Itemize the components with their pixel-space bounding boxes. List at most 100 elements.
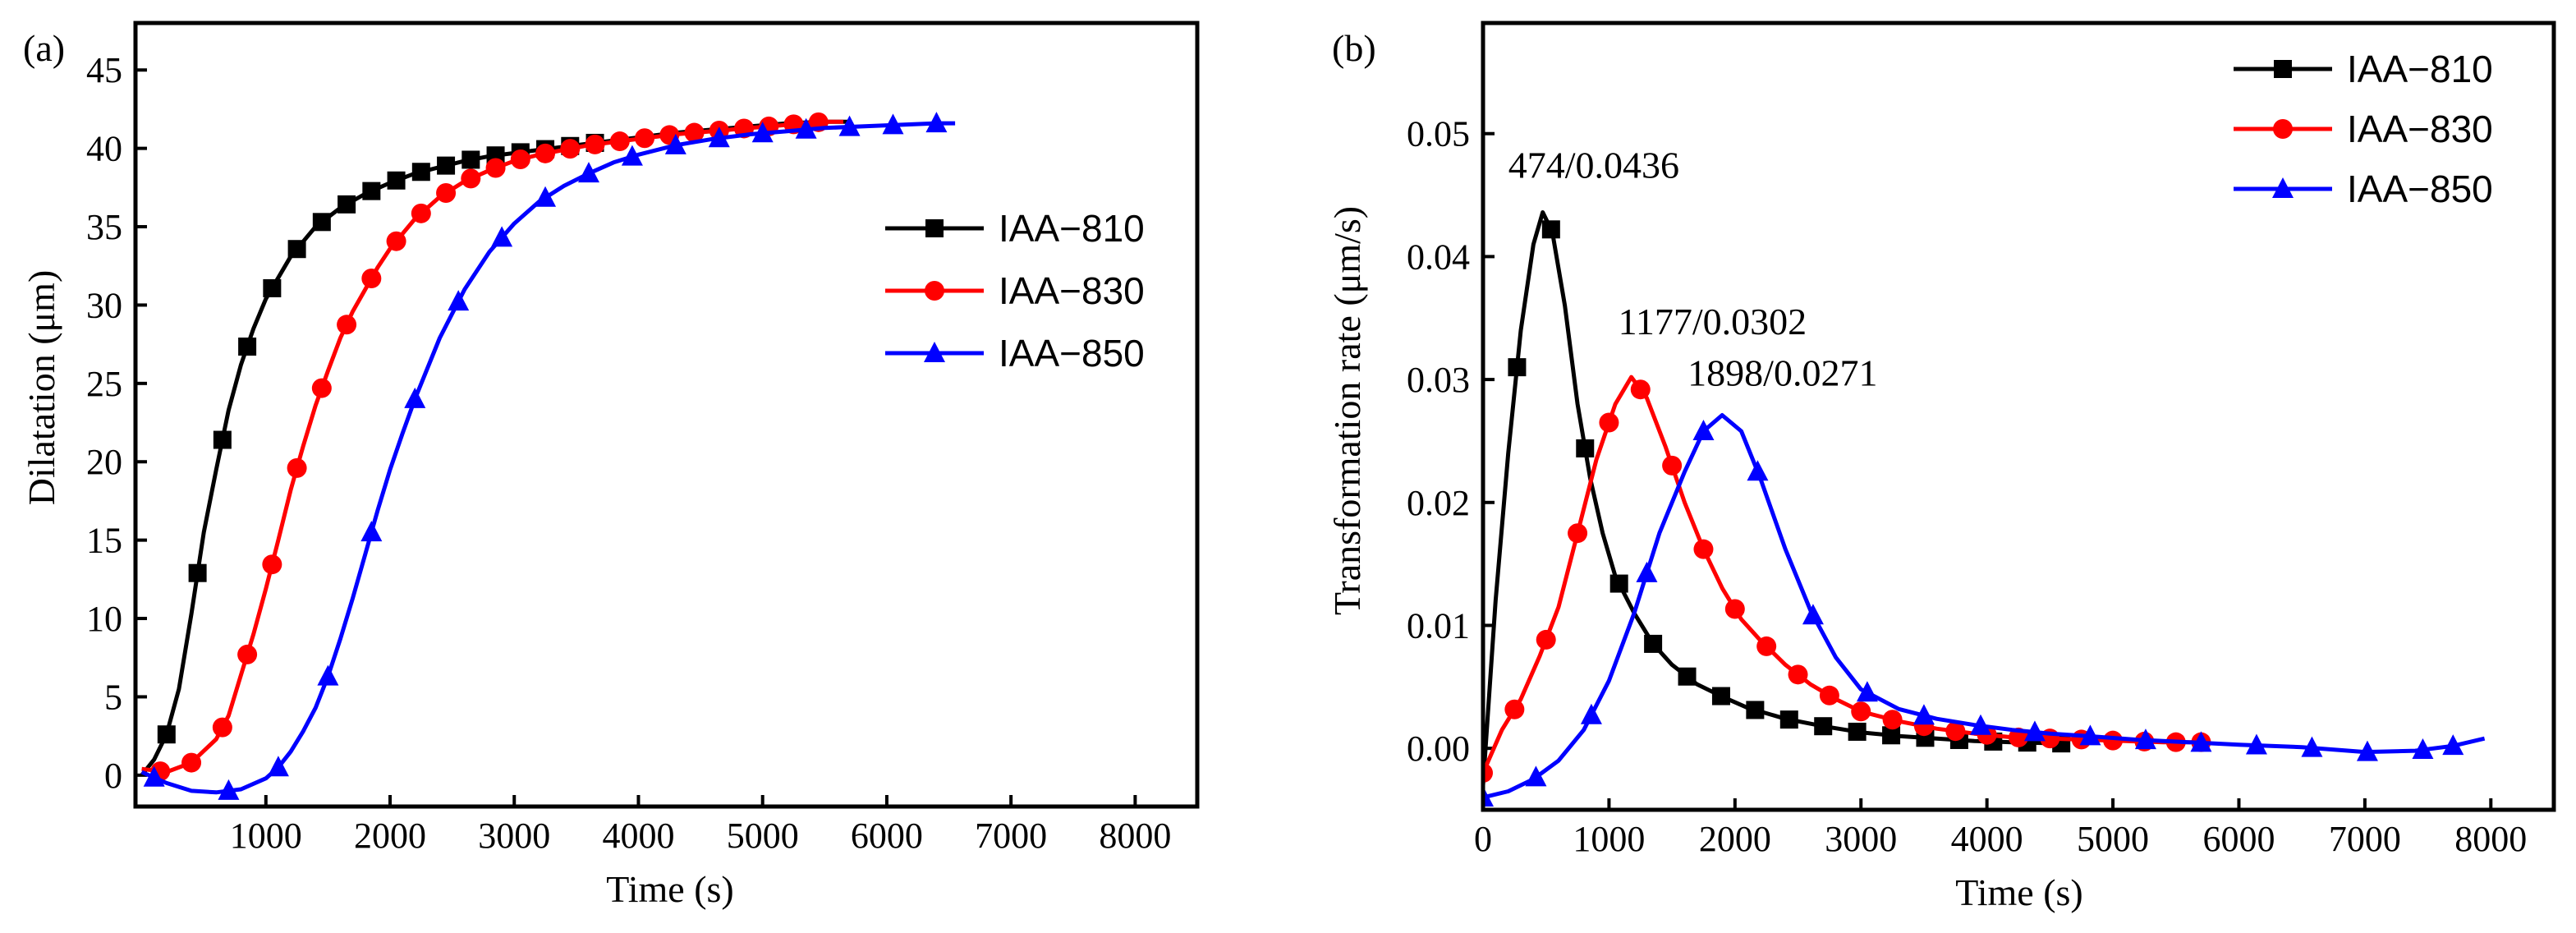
data-point-marker: [1945, 721, 1966, 742]
peak-annotation: 1177/0.0302: [1619, 301, 1807, 342]
data-point-marker: [1819, 685, 1839, 705]
data-point-marker: [360, 521, 383, 542]
data-point-marker: [1609, 574, 1628, 593]
panel-b-x-axis-title: Time (s): [1955, 871, 2083, 913]
panel-b-label: (b): [1332, 27, 1376, 69]
y-tick-label: 10: [86, 599, 122, 639]
data-point-marker: [1536, 629, 1556, 650]
legend-item: IAA−830: [2234, 108, 2493, 150]
data-point-marker: [1747, 460, 1769, 481]
legend-label: IAA−810: [999, 207, 1145, 250]
data-point-marker: [237, 644, 258, 664]
data-point-marker: [267, 756, 289, 777]
data-point-marker: [461, 168, 481, 189]
data-point-marker: [485, 158, 506, 178]
peak-annotation: 474/0.0436: [1508, 145, 1679, 186]
data-point-marker: [361, 269, 382, 289]
data-point-marker: [436, 183, 457, 204]
panel-b-legend: IAA−810 IAA−830 IAA−850: [2234, 48, 2493, 210]
panel-a-legend: IAA−810 IAA−830 IAA−850: [885, 207, 1145, 375]
data-point-marker: [262, 554, 282, 575]
x-tick-label: 2000: [354, 816, 426, 856]
data-point-marker: [181, 752, 202, 773]
data-point-marker: [491, 226, 513, 247]
data-point-marker: [317, 664, 339, 686]
data-point-marker: [1525, 765, 1547, 787]
legend-label: IAA−830: [999, 269, 1145, 312]
legend-marker: [2273, 119, 2293, 139]
y-tick-label: 0.05: [1407, 114, 1470, 154]
data-point-marker: [2245, 733, 2267, 755]
legend-marker: [924, 342, 945, 362]
data-point-marker: [882, 113, 904, 135]
legend-marker: [2272, 177, 2294, 198]
series-line: [140, 121, 956, 795]
data-point-marker: [218, 779, 240, 800]
panel-a-ticks: 1000 2000 3000 4000 5000 6000 7000 8000 0 5 10 15 20…: [86, 50, 1171, 856]
series-IAA−830: [141, 112, 843, 782]
y-tick-label: 0.01: [1407, 605, 1470, 646]
legend-marker: [925, 219, 944, 237]
x-tick-label: 8000: [2454, 819, 2527, 859]
data-point-marker: [560, 139, 581, 159]
data-point-marker: [1882, 710, 1903, 730]
legend-marker: [2274, 60, 2292, 78]
data-point-marker: [404, 387, 426, 408]
data-point-marker: [1746, 701, 1765, 719]
data-point-marker: [213, 430, 232, 449]
data-point-marker: [1856, 681, 1878, 702]
data-point-marker: [684, 122, 705, 143]
x-tick-label: 8000: [1099, 816, 1171, 856]
data-point-marker: [1814, 717, 1833, 736]
data-point-marker: [708, 126, 730, 148]
x-tick-label: 0: [1474, 819, 1492, 859]
panel-b-plot-area: [1483, 210, 2486, 807]
data-point-marker: [1483, 763, 1493, 784]
data-point-marker: [337, 315, 357, 335]
series-IAA−850: [1483, 413, 2486, 807]
data-point-marker: [311, 378, 332, 398]
series-IAA−810: [1483, 210, 2071, 786]
data-point-marker: [1644, 634, 1663, 653]
peak-annotation: 1898/0.0271: [1687, 352, 1877, 394]
x-tick-label: 7000: [975, 816, 1047, 856]
data-point-marker: [535, 186, 557, 207]
x-tick-label: 5000: [2077, 819, 2149, 859]
data-point-marker: [386, 231, 406, 251]
data-point-marker: [437, 156, 456, 175]
data-point-marker: [337, 195, 356, 214]
y-tick-label: 0.04: [1407, 237, 1470, 277]
legend-label: IAA−810: [2347, 48, 2493, 90]
data-point-marker: [1576, 439, 1595, 457]
data-point-marker: [1568, 523, 1588, 544]
legend-item: IAA−830: [885, 269, 1145, 312]
y-tick-label: 0.00: [1407, 728, 1470, 769]
data-point-marker: [1504, 699, 1525, 719]
x-tick-label: 3000: [478, 816, 550, 856]
data-point-marker: [2190, 731, 2212, 752]
data-point-marker: [387, 171, 406, 190]
data-point-marker: [1662, 455, 1683, 476]
series-line: [140, 119, 850, 777]
x-tick-label: 2000: [1699, 819, 1771, 859]
data-point-marker: [411, 203, 431, 223]
data-point-marker: [751, 122, 774, 143]
y-tick-label: 0.02: [1407, 483, 1470, 523]
y-tick-label: 0.03: [1407, 360, 1470, 400]
legend-label: IAA−830: [2347, 108, 2493, 150]
y-tick-label: 0: [104, 756, 122, 796]
data-point-marker: [1788, 664, 1808, 685]
panel-b-ticks: 0 1000 2000 3000 4000 5000 6000 7000 8000 0.00 0.0…: [1407, 114, 2527, 859]
data-point-marker: [461, 150, 480, 169]
y-tick-label: 35: [86, 207, 122, 247]
data-point-marker: [1693, 539, 1714, 559]
data-point-marker: [1724, 599, 1745, 619]
panel-a-x-axis-title: Time (s): [606, 868, 734, 910]
data-point-marker: [621, 145, 643, 166]
data-point-marker: [238, 338, 257, 356]
data-point-marker: [2301, 736, 2323, 757]
data-point-marker: [1848, 722, 1867, 741]
data-point-marker: [510, 149, 530, 169]
data-point-marker: [157, 725, 176, 744]
data-point-marker: [635, 128, 655, 149]
